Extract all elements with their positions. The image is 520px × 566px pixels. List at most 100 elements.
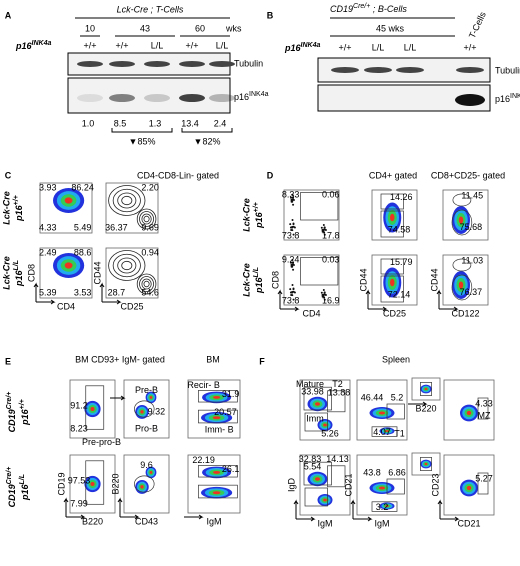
gate-value: 36.37 [105,222,128,232]
band [179,94,205,102]
row-label: p16L/L [13,260,24,287]
band [209,94,235,102]
panel-label: D [267,170,274,180]
label: L/L [151,40,164,50]
density [458,281,464,289]
band [179,61,205,67]
contour [136,208,157,230]
gate-value: 9.6 [140,460,153,470]
gate-value: 73.8 [282,230,300,240]
gate-value: 88.6 [74,247,92,257]
label: +/+ [463,42,476,52]
plot-frame [187,454,241,514]
band [364,67,392,73]
contour [141,213,152,225]
axis-label: CD122 [451,308,479,318]
axis-arrow [120,514,140,520]
density [466,410,472,416]
plot-frame [283,254,340,306]
event [291,284,294,287]
gate-heading: BM CD93+ IgM- gated [75,354,165,364]
gate [85,385,105,430]
label: wks [225,23,242,33]
axis-label: B220 [110,473,120,494]
band [109,94,135,102]
text-part: CD19 [7,484,17,507]
density [378,486,386,490]
density [385,505,389,507]
axis-arrow [66,514,86,520]
band [109,61,135,67]
gate-value: 91.2 [70,400,88,410]
gate-value: 97.53 [68,475,91,485]
event [291,200,294,203]
axis-label: CD4 [57,301,75,311]
superscript: +/+ [13,195,20,205]
event [322,295,325,298]
gate-value: 2.49 [39,247,57,257]
gate-heading: CD4-CD8-Lin- gated [137,170,219,180]
blot-label: Tubulin [495,65,520,75]
text-part: p16 [254,211,264,229]
row-label: Lck-Cre [241,198,251,232]
gate-value: 20.57 [214,407,237,417]
text-part: CD19 [7,409,17,432]
contour [117,257,137,274]
bracket [181,128,233,133]
event [320,226,323,229]
density [212,491,221,495]
density [140,410,144,414]
gate-value: 28.7 [108,287,126,297]
gate-value: 72.14 [388,289,411,299]
panel-label: B [267,10,274,20]
density [140,485,144,489]
gate [386,403,405,420]
event [323,233,326,236]
gate [85,460,105,505]
gate [198,390,238,403]
gate-value: 8.33 [282,189,300,199]
axis-arrow [33,282,39,302]
density [315,477,320,481]
event [323,293,326,296]
axis-label: CD8 [26,264,36,282]
genotype-heading: p16INK4a [15,40,51,51]
gate [380,275,404,303]
axis-label: CD4 [302,308,320,318]
gate [198,484,238,499]
gate [451,274,473,301]
gate [380,193,404,210]
gate-value: 4.33 [39,222,57,232]
gate-value: 5.39 [39,287,57,297]
density [315,402,320,406]
gate-value: 43.8 [363,467,381,477]
event [291,259,294,262]
axis-label: CD23 [430,473,440,496]
band [455,94,485,106]
panel-title: Lck-Cre ; T-Cells [117,4,184,14]
band [331,67,359,73]
axis-label: CD19 [56,472,66,495]
density [64,197,73,204]
gate-value: 33.98 [301,386,324,396]
gate-value: 15.79 [390,257,413,267]
event [291,194,294,197]
axis-label: CD21 [457,518,480,528]
gate-heading: CD4+ gated [369,170,417,180]
gate-value: 22.19 [192,455,215,465]
gate [386,478,405,495]
gate-value: 3.2 [376,502,389,512]
label: ▼85% [129,136,156,146]
gate-value: 5.54 [304,461,322,471]
gate [134,475,155,493]
arrow [110,395,126,401]
event [292,268,295,271]
label: 43 [140,23,150,33]
gate-value: 11.03 [461,255,483,265]
superscript: INK4a [32,40,52,47]
label: 13.4 [181,118,199,128]
axis-label: CD21 [343,473,353,496]
axis-label: CD44 [92,261,102,284]
label: 10 [85,23,95,33]
gate [327,465,346,488]
